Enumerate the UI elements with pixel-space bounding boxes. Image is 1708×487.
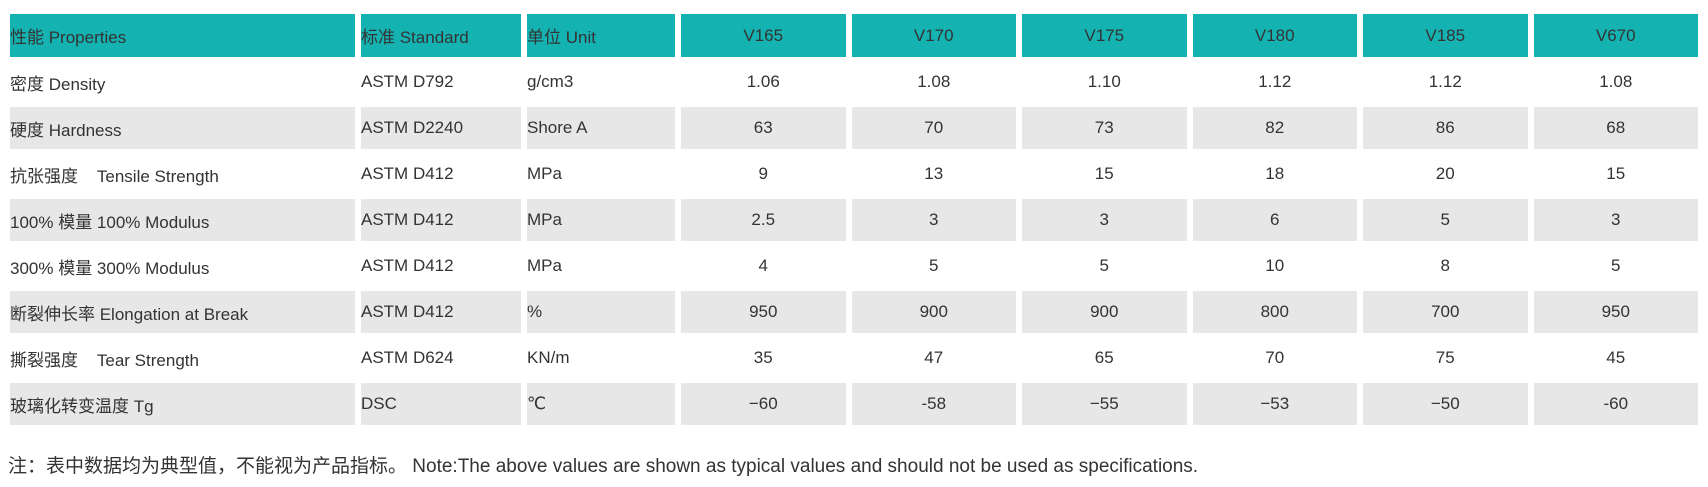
property-cell: 硬度 Hardness	[10, 107, 355, 149]
property-cell: 撕裂强度 Tear Strength	[10, 337, 355, 379]
value-cell: 2.5	[681, 199, 846, 241]
col-header-properties: 性能 Properties	[10, 14, 355, 57]
standard-cell: ASTM D792	[361, 61, 521, 103]
unit-cell: ℃	[527, 383, 675, 425]
value-cell: 900	[851, 291, 1016, 333]
footnote: 注：表中数据均为典型值，不能视为产品指标。 Note:The above val…	[8, 456, 1199, 477]
unit-cell: MPa	[527, 199, 675, 241]
unit-cell: g/cm3	[527, 61, 675, 103]
table-row-100-modulus: 100% 模量 100% Modulus ASTM D412 MPa 2.5 3…	[10, 199, 1698, 241]
table-row-tear-strength: 撕裂强度 Tear Strength ASTM D624 KN/m 35 47 …	[10, 337, 1698, 379]
property-cell: 玻璃化转变温度 Tg	[10, 383, 355, 425]
value-cell: 1.12	[1192, 61, 1357, 103]
col-header-standard: 标准 Standard	[361, 14, 521, 57]
col-header-v165: V165	[681, 14, 846, 57]
value-cell: 3	[851, 199, 1016, 241]
property-cell: 密度 Density	[10, 61, 355, 103]
value-cell: 800	[1192, 291, 1357, 333]
unit-cell: MPa	[527, 245, 675, 287]
value-cell: 4	[681, 245, 846, 287]
value-cell: 1.12	[1363, 61, 1528, 103]
value-cell: 5	[851, 245, 1016, 287]
value-cell: 73	[1022, 107, 1187, 149]
col-header-v175: V175	[1022, 14, 1187, 57]
standard-cell: ASTM D624	[361, 337, 521, 379]
value-cell: 3	[1533, 199, 1698, 241]
unit-cell: MPa	[527, 153, 675, 195]
table-row-hardness: 硬度 Hardness ASTM D2240 Shore A 63 70 73 …	[10, 107, 1698, 149]
value-cell: 9	[681, 153, 846, 195]
value-cell: 70	[1192, 337, 1357, 379]
value-cell: 47	[851, 337, 1016, 379]
value-cell: 82	[1192, 107, 1357, 149]
header-row: 性能 Properties 标准 Standard 单位 Unit V165 V…	[10, 14, 1698, 57]
value-cell: 68	[1533, 107, 1698, 149]
table-row-density: 密度 Density ASTM D792 g/cm3 1.06 1.08 1.1…	[10, 61, 1698, 103]
value-cell: 8	[1363, 245, 1528, 287]
property-cell: 300% 模量 300% Modulus	[10, 245, 355, 287]
value-cell: 700	[1363, 291, 1528, 333]
standard-cell: ASTM D412	[361, 291, 521, 333]
value-cell: 18	[1192, 153, 1357, 195]
value-cell: 75	[1363, 337, 1528, 379]
property-cell: 抗张强度 Tensile Strength	[10, 153, 355, 195]
value-cell: 1.10	[1022, 61, 1187, 103]
unit-cell: Shore A	[527, 107, 675, 149]
value-cell: −55	[1022, 383, 1187, 425]
value-cell: 45	[1533, 337, 1698, 379]
standard-cell: ASTM D2240	[361, 107, 521, 149]
value-cell: 86	[1363, 107, 1528, 149]
value-cell: 5	[1022, 245, 1187, 287]
value-cell: 950	[1533, 291, 1698, 333]
property-cell: 断裂伸长率 Elongation at Break	[10, 291, 355, 333]
value-cell: 1.08	[851, 61, 1016, 103]
col-header-unit: 单位 Unit	[527, 14, 675, 57]
value-cell: 1.08	[1533, 61, 1698, 103]
value-cell: 950	[681, 291, 846, 333]
value-cell: 70	[851, 107, 1016, 149]
standard-cell: ASTM D412	[361, 199, 521, 241]
standard-cell: ASTM D412	[361, 153, 521, 195]
col-header-v170: V170	[851, 14, 1016, 57]
value-cell: 20	[1363, 153, 1528, 195]
value-cell: 15	[1022, 153, 1187, 195]
value-cell: 5	[1363, 199, 1528, 241]
value-cell: 13	[851, 153, 1016, 195]
value-cell: 15	[1533, 153, 1698, 195]
table-row-tensile-strength: 抗张强度 Tensile Strength ASTM D412 MPa 9 13…	[10, 153, 1698, 195]
value-cell: 5	[1533, 245, 1698, 287]
table-body: 密度 Density ASTM D792 g/cm3 1.06 1.08 1.1…	[10, 61, 1698, 425]
table-row-300-modulus: 300% 模量 300% Modulus ASTM D412 MPa 4 5 5…	[10, 245, 1698, 287]
value-cell: -58	[851, 383, 1016, 425]
value-cell: −53	[1192, 383, 1357, 425]
standard-cell: DSC	[361, 383, 521, 425]
standard-cell: ASTM D412	[361, 245, 521, 287]
table-row-tg: 玻璃化转变温度 Tg DSC ℃ −60 -58 −55 −53 −50 -60	[10, 383, 1698, 425]
value-cell: 3	[1022, 199, 1187, 241]
unit-cell: KN/m	[527, 337, 675, 379]
col-header-v670: V670	[1533, 14, 1698, 57]
col-header-v180: V180	[1192, 14, 1357, 57]
unit-cell: %	[527, 291, 675, 333]
value-cell: 63	[681, 107, 846, 149]
value-cell: 1.06	[681, 61, 846, 103]
col-header-v185: V185	[1363, 14, 1528, 57]
value-cell: −60	[681, 383, 846, 425]
value-cell: 35	[681, 337, 846, 379]
value-cell: 6	[1192, 199, 1357, 241]
value-cell: 10	[1192, 245, 1357, 287]
value-cell: -60	[1533, 383, 1698, 425]
value-cell: −50	[1363, 383, 1528, 425]
datasheet-page: 性能 Properties 标准 Standard 单位 Unit V165 V…	[0, 10, 1708, 487]
value-cell: 65	[1022, 337, 1187, 379]
value-cell: 900	[1022, 291, 1187, 333]
properties-table: 性能 Properties 标准 Standard 单位 Unit V165 V…	[4, 10, 1704, 429]
table-row-elongation: 断裂伸长率 Elongation at Break ASTM D412 % 95…	[10, 291, 1698, 333]
table-header-row: 性能 Properties 标准 Standard 单位 Unit V165 V…	[10, 14, 1698, 57]
property-cell: 100% 模量 100% Modulus	[10, 199, 355, 241]
